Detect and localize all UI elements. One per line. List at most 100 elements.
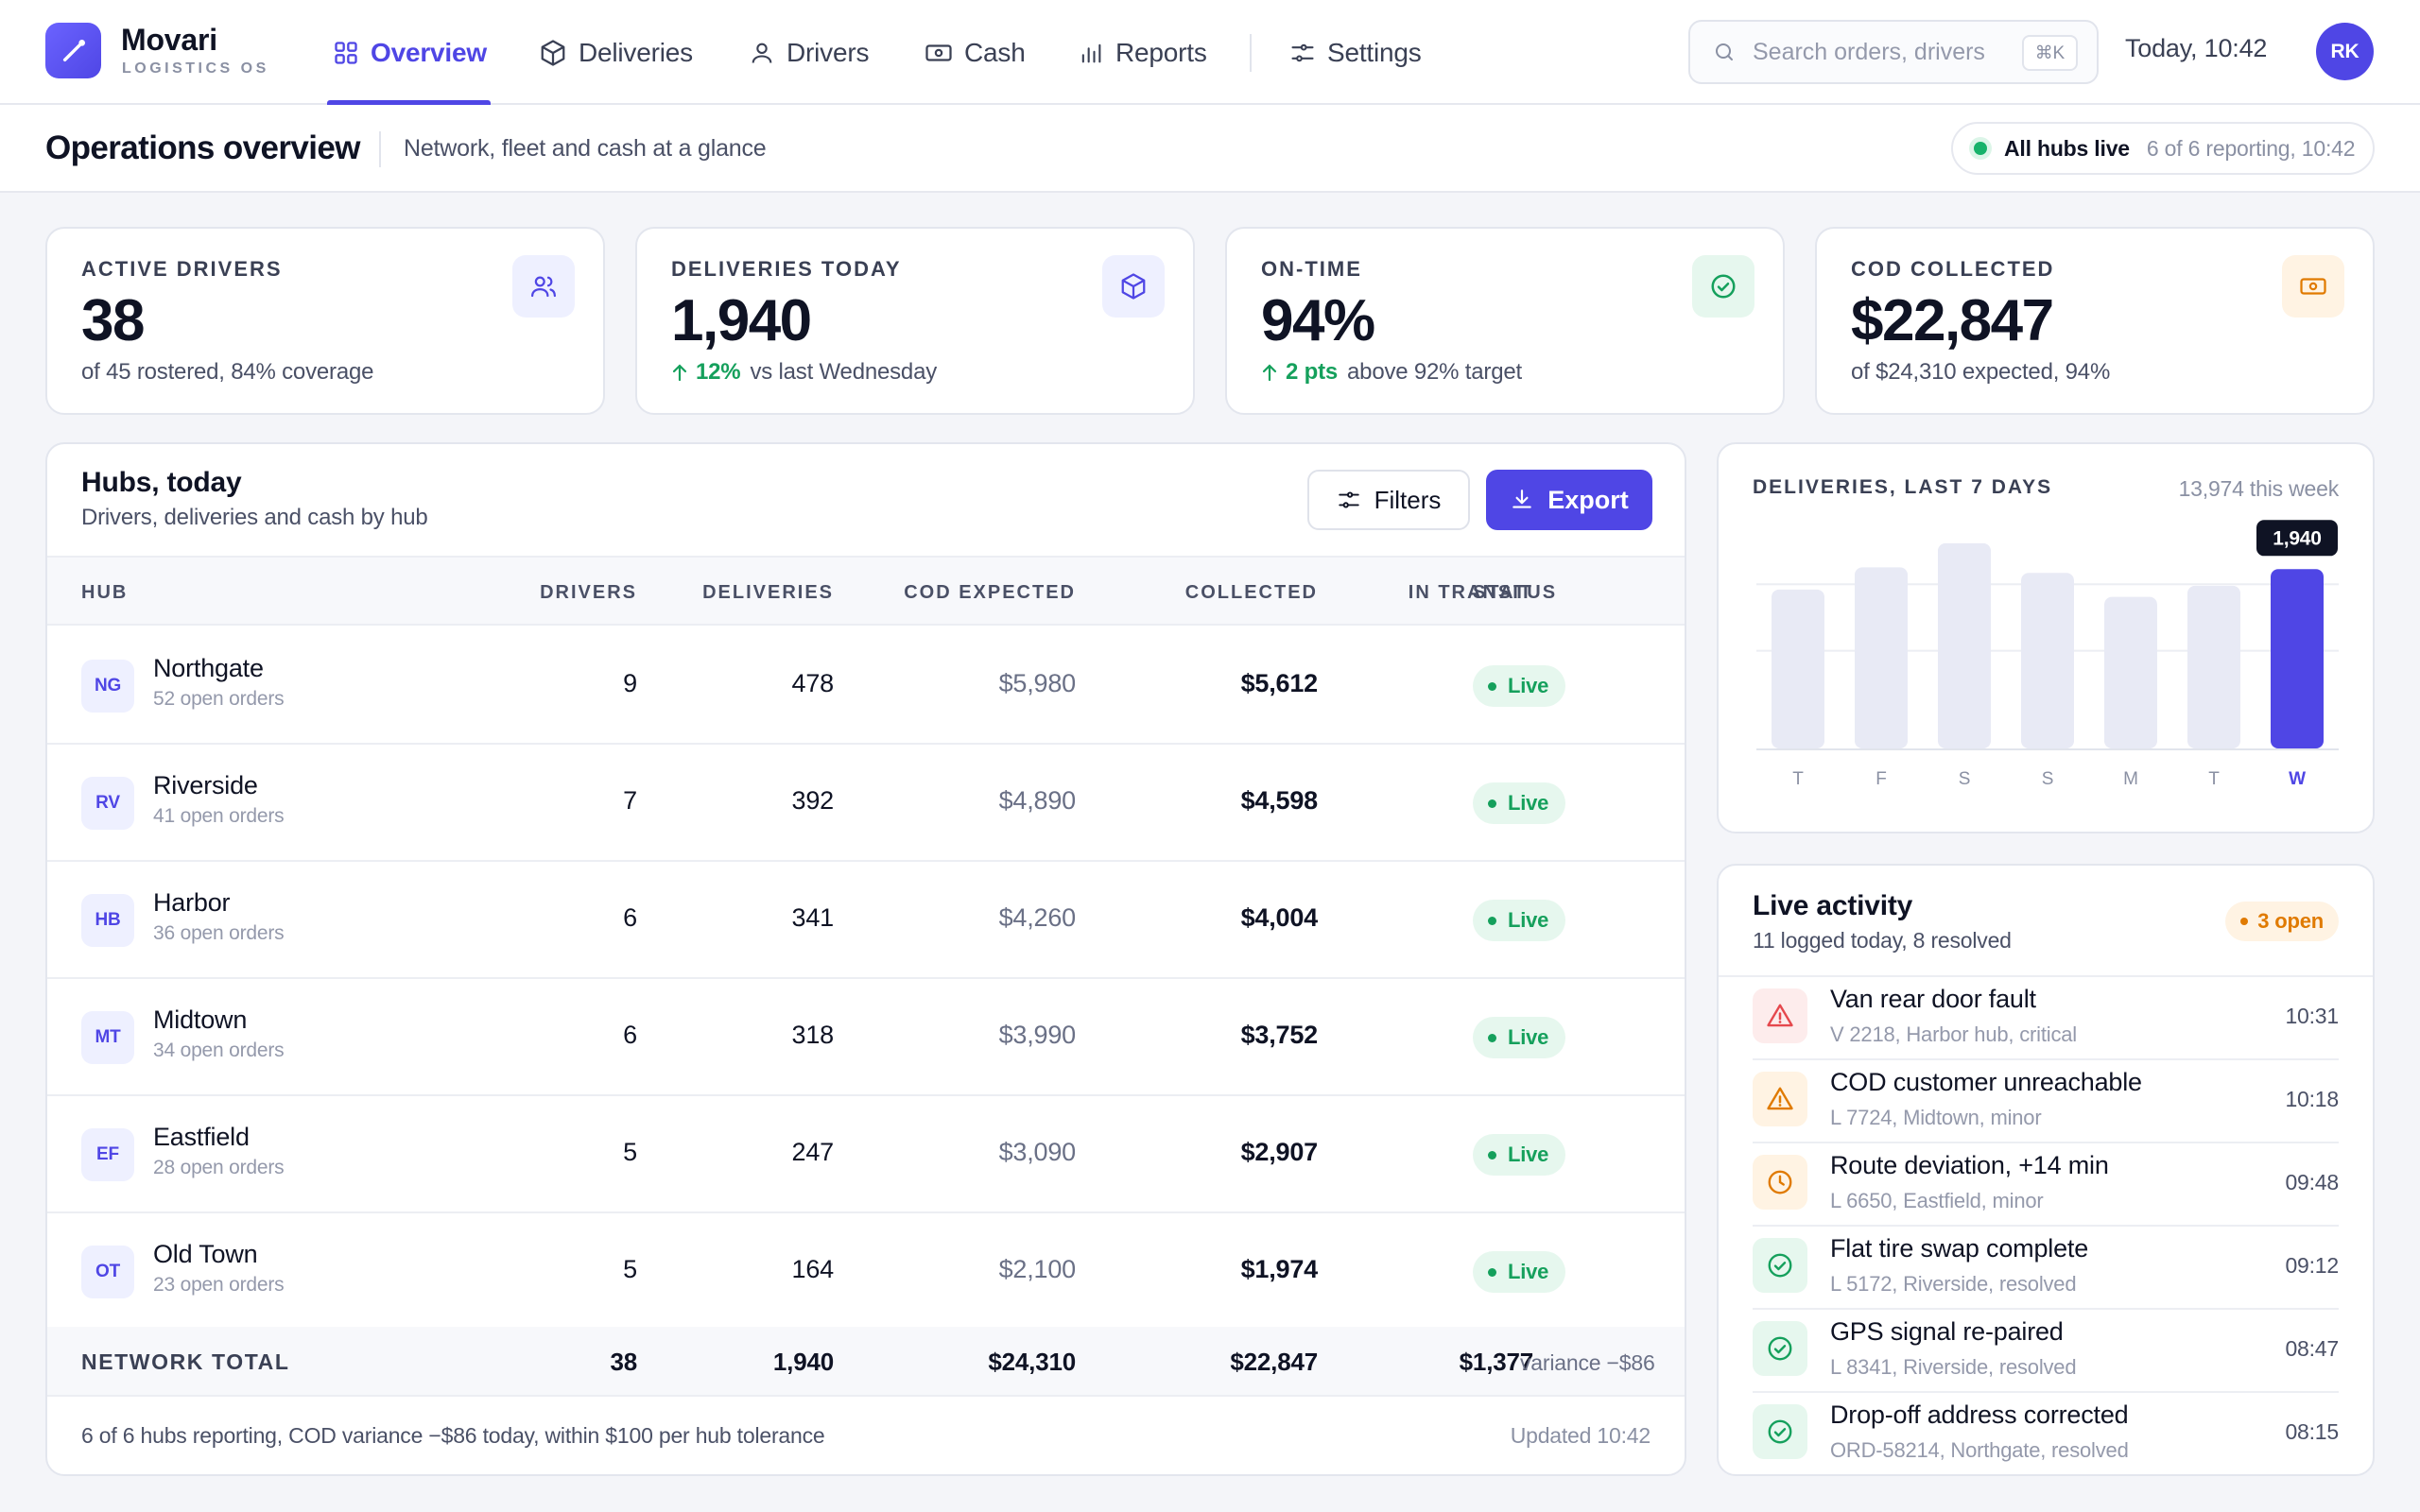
top-bar: Movari LOGISTICS OS Overview Deliveries … — [0, 0, 2420, 105]
user-avatar[interactable]: RK — [2316, 23, 2374, 80]
hub-code-badge: RV — [81, 777, 134, 830]
hub-code-badge: NG — [81, 660, 134, 713]
activity-icon-box — [1753, 1321, 1807, 1376]
search-shortcut: ⌘K — [2021, 35, 2078, 71]
col-deliveries[interactable]: DELIVERIES — [702, 582, 834, 603]
kpi-value: 38 — [81, 288, 145, 353]
nav-reports[interactable]: Reports — [1078, 0, 1207, 105]
col-status[interactable]: STATUS — [1473, 582, 1558, 603]
hub-name[interactable]: Eastfield — [153, 1123, 250, 1151]
filters-button[interactable]: Filters — [1307, 470, 1470, 530]
bar-chart-icon — [1081, 43, 1101, 62]
kpi-sub-text: of $24,310 expected, 94% — [1851, 359, 2111, 385]
hubs-title: Hubs, today — [81, 467, 242, 498]
check-circle-icon — [1768, 1253, 1792, 1278]
total-variance: variance −$86 — [1520, 1350, 1655, 1375]
status-label: Live — [1508, 1143, 1549, 1166]
activity-item[interactable]: Van rear door fault V 2218, Harbor hub, … — [1753, 977, 2339, 1060]
cell-cod-expected: $2,100 — [998, 1255, 1077, 1283]
activity-title: Flat tire swap complete — [1830, 1234, 2089, 1263]
chart-bar[interactable] — [1938, 542, 1991, 748]
cell-deliveries: 341 — [791, 903, 835, 932]
table-row[interactable]: RV Riverside 41 open orders 7 392 $4,890… — [47, 745, 1685, 862]
activity-time: 10:18 — [2285, 1087, 2339, 1111]
activity-item[interactable]: GPS signal re-paired L 8341, Riverside, … — [1753, 1310, 2339, 1393]
hub-name[interactable]: Northgate — [153, 654, 264, 682]
brand-logo[interactable] — [45, 23, 101, 78]
table-updated: Updated 10:42 — [1510, 1423, 1651, 1448]
kpi-card-active-drivers[interactable]: ACTIVE DRIVERS 38 of 45 rostered, 84% co… — [45, 227, 605, 415]
check-circle-icon — [1711, 274, 1736, 299]
hub-name[interactable]: Midtown — [153, 1005, 248, 1034]
hub-name[interactable]: Riverside — [153, 771, 258, 799]
kpi-delta: 2 pts — [1261, 359, 1338, 386]
kpi-sub-text: above 92% target — [1347, 359, 1522, 385]
nav-deliveries[interactable]: Deliveries — [539, 0, 693, 105]
cell-drivers: 5 — [623, 1138, 637, 1166]
hub-code-badge: OT — [81, 1246, 134, 1298]
chart-bar[interactable] — [2021, 573, 2074, 748]
cell-cod-expected: $5,980 — [998, 669, 1077, 697]
nav-settings[interactable]: Settings — [1289, 0, 1422, 105]
chart-bar[interactable] — [2187, 585, 2240, 748]
activity-item[interactable]: Drop-off address corrected ORD-58214, No… — [1753, 1393, 2339, 1474]
clock-icon — [1768, 1170, 1792, 1194]
nav-drivers[interactable]: Drivers — [749, 0, 869, 105]
hub-code-badge: EF — [81, 1128, 134, 1181]
col-collected[interactable]: COLLECTED — [1184, 582, 1318, 603]
status-label: Live — [1508, 791, 1549, 815]
chart-bar[interactable] — [1855, 567, 1908, 748]
hub-name[interactable]: Harbor — [153, 888, 231, 917]
kpi-card-on-time[interactable]: ON-TIME 94% 2 pts above 92% target — [1225, 227, 1785, 415]
kpi-delta: 12% — [671, 359, 741, 386]
chart-data-label: 1,940 — [2273, 527, 2322, 549]
col-in-transit[interactable]: IN TRANSIT — [1408, 582, 1533, 603]
cell-drivers: 7 — [623, 786, 637, 815]
col-hub[interactable]: HUB — [81, 582, 129, 603]
hubs-status-detail: 6 of 6 reporting, 10:42 — [2146, 135, 2356, 161]
nav-cash[interactable]: Cash — [925, 0, 1026, 105]
export-button[interactable]: Export — [1486, 470, 1652, 530]
activity-detail: L 5172, Riverside, resolved — [1830, 1272, 2077, 1296]
chart-bar[interactable] — [2104, 596, 2157, 748]
open-count-badge[interactable]: 3 open — [2225, 902, 2339, 941]
grid-icon — [335, 41, 357, 64]
search-input[interactable] — [1753, 38, 2008, 66]
nav-overview[interactable]: Overview — [327, 0, 491, 105]
kpi-sub-text: vs last Wednesday — [750, 359, 938, 385]
route-icon — [62, 39, 85, 61]
activity-item[interactable]: Route deviation, +14 min L 6650, Eastfie… — [1753, 1143, 2339, 1227]
search-box[interactable]: ⌘K — [1688, 20, 2099, 84]
hubs-status-pill[interactable]: All hubs live 6 of 6 reporting, 10:42 — [1951, 122, 2375, 175]
col-cod-expected[interactable]: COD EXPECTED — [904, 582, 1076, 603]
table-row[interactable]: EF Eastfield 28 open orders 5 247 $3,090… — [47, 1096, 1685, 1213]
brand-tagline: LOGISTICS OS — [122, 60, 269, 77]
kpi-card-cod-collected[interactable]: COD COLLECTED $22,847 of $24,310 expecte… — [1815, 227, 2375, 415]
status-label: Live — [1508, 1260, 1549, 1283]
table-row[interactable]: OT Old Town 23 open orders 5 164 $2,100 … — [47, 1213, 1685, 1331]
chart-tick-label: S — [2042, 769, 2053, 789]
table-row[interactable]: MT Midtown 34 open orders 6 318 $3,990 $… — [47, 979, 1685, 1096]
title-divider — [379, 131, 381, 167]
activity-title: GPS signal re-paired — [1830, 1317, 2064, 1346]
hub-open-orders: 23 open orders — [153, 1274, 285, 1296]
page-header: Operations overview Network, fleet and c… — [0, 105, 2420, 193]
activity-detail: V 2218, Harbor hub, critical — [1830, 1022, 2077, 1046]
activity-item[interactable]: Flat tire swap complete L 5172, Riversid… — [1753, 1227, 2339, 1310]
activity-item[interactable]: COD customer unreachable L 7724, Midtown… — [1753, 1060, 2339, 1143]
cell-drivers: 6 — [623, 903, 637, 932]
activity-title: Van rear door fault — [1830, 985, 2036, 1013]
kpi-card-deliveries[interactable]: DELIVERIES TODAY 1,940 12% vs last Wedne… — [635, 227, 1195, 415]
hub-name[interactable]: Old Town — [153, 1240, 258, 1268]
chart-bar[interactable] — [1772, 589, 1824, 748]
total-label: NETWORK TOTAL — [81, 1349, 290, 1374]
table-row[interactable]: NG Northgate 52 open orders 9 478 $5,980… — [47, 627, 1685, 745]
kpi-label: COD COLLECTED — [1851, 257, 2055, 281]
col-drivers[interactable]: DRIVERS — [540, 582, 637, 603]
open-dot-icon — [2240, 918, 2249, 925]
cell-drivers: 5 — [623, 1255, 637, 1283]
status-dot-icon — [1488, 1033, 1496, 1042]
hubs-subtitle: Drivers, deliveries and cash by hub — [81, 505, 428, 530]
table-row[interactable]: HB Harbor 36 open orders 6 341 $4,260 $4… — [47, 862, 1685, 979]
chart-bar[interactable] — [2271, 569, 2324, 748]
